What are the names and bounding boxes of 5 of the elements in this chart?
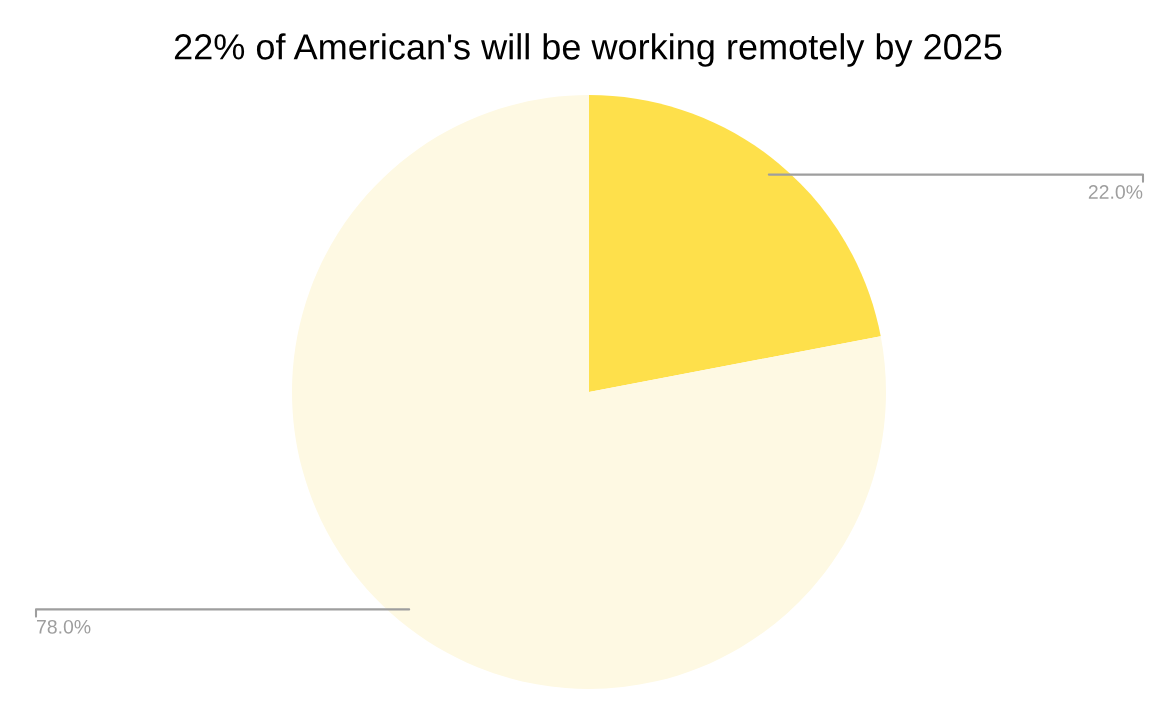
data-label: 22.0% xyxy=(1088,185,1143,199)
chart-title: 22% of American's will be working remotely by 2025 xyxy=(174,33,1002,67)
pie-slice xyxy=(292,95,886,689)
pie-slice xyxy=(589,95,881,392)
data-label: 78.0% xyxy=(37,619,91,634)
